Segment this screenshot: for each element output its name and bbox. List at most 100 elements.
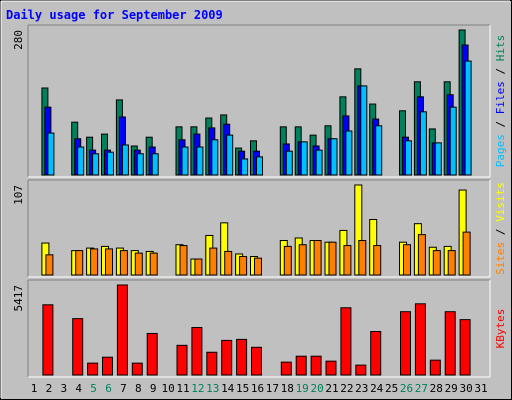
bar [464, 60, 472, 176]
legend-separator: / [494, 114, 507, 134]
bar [90, 248, 99, 276]
legend-entry: Hits [494, 35, 507, 62]
bar [340, 307, 352, 376]
bar [345, 130, 353, 176]
bar [224, 250, 233, 276]
x-tick-label: 12 [191, 382, 204, 395]
bar [149, 252, 158, 276]
x-tick-label: 2 [46, 382, 53, 395]
bar [373, 245, 382, 276]
bar [310, 355, 322, 376]
bar [449, 106, 457, 176]
bar [419, 111, 427, 176]
bar [254, 257, 262, 276]
bar [330, 138, 338, 176]
y-tick-label: 107 [12, 185, 25, 205]
legend-entry: KBytes [494, 309, 507, 349]
bar [136, 153, 144, 176]
bar [191, 327, 203, 376]
bar [119, 250, 128, 276]
bar [315, 149, 323, 176]
x-tick-label: 16 [251, 382, 264, 395]
bar [146, 332, 158, 376]
bar [325, 360, 337, 376]
x-tick-label: 19 [296, 382, 309, 395]
bar [447, 250, 456, 276]
bar [107, 151, 114, 176]
x-tick-label: 3 [60, 382, 67, 395]
bar [444, 311, 456, 376]
bar [285, 150, 293, 176]
x-tick-label: 4 [75, 382, 82, 395]
bar [400, 311, 411, 376]
x-tick-label: 8 [135, 382, 142, 395]
bar [239, 255, 248, 276]
bar [462, 231, 471, 276]
bar [45, 254, 54, 276]
bar [47, 132, 55, 176]
bar [42, 304, 54, 376]
bar [459, 319, 471, 376]
bar [72, 318, 84, 376]
x-tick-label: 5 [90, 382, 97, 395]
x-tick-label: 14 [221, 382, 235, 395]
x-tick-label: 25 [385, 382, 398, 395]
bar [181, 146, 189, 176]
bar [206, 351, 218, 376]
x-tick-label: 31 [474, 382, 487, 395]
bar [251, 346, 262, 376]
bar [358, 240, 367, 276]
bar [256, 156, 263, 176]
x-tick-label: 30 [459, 382, 472, 395]
bar [221, 339, 233, 376]
bar [116, 284, 128, 376]
chart-title: Daily usage for September 2009 [6, 8, 223, 22]
x-tick-label: 21 [325, 382, 338, 395]
bar [134, 252, 143, 276]
bar [92, 153, 100, 176]
legend-entry: Files [494, 81, 507, 114]
y-tick-label: 5417 [12, 285, 25, 312]
legend-entry: Pages [494, 134, 507, 167]
x-tick-label: 24 [370, 382, 384, 395]
bar [375, 125, 383, 176]
bar [370, 330, 382, 376]
bar [343, 245, 352, 276]
bar [300, 141, 308, 176]
x-tick-label: 27 [415, 382, 428, 395]
bar [194, 258, 203, 276]
legend: Sites / Visits [494, 182, 507, 275]
bar [77, 146, 85, 176]
y-tick-label: 280 [12, 30, 25, 50]
bar [355, 364, 367, 376]
bar [414, 303, 426, 376]
bar [209, 247, 218, 276]
x-tick-label: 6 [105, 382, 112, 395]
bar [313, 240, 322, 276]
legend: Pages / Files / Hits [494, 35, 507, 168]
x-tick-label: 17 [266, 382, 279, 395]
x-tick-label: 15 [236, 382, 249, 395]
legend: KBytes [494, 309, 507, 349]
bar [283, 245, 292, 276]
x-tick-label: 11 [176, 382, 189, 395]
bar [434, 142, 442, 176]
bar [179, 245, 188, 276]
legend-entry: Visits [494, 182, 507, 222]
bar [176, 344, 188, 376]
x-tick-label: 1 [31, 382, 38, 395]
x-tick-label: 13 [206, 382, 219, 395]
x-tick-label: 28 [430, 382, 443, 395]
bar [121, 144, 129, 176]
bar [360, 85, 368, 176]
x-tick-label: 9 [150, 382, 157, 395]
x-tick-label: 22 [340, 382, 353, 395]
x-tick-label: 20 [310, 382, 323, 395]
bar [131, 362, 143, 376]
legend-entry: Sites [494, 242, 507, 275]
bar [236, 338, 248, 376]
bar [295, 355, 307, 376]
x-tick-label: 18 [281, 382, 294, 395]
x-tick-label: 10 [161, 382, 174, 395]
